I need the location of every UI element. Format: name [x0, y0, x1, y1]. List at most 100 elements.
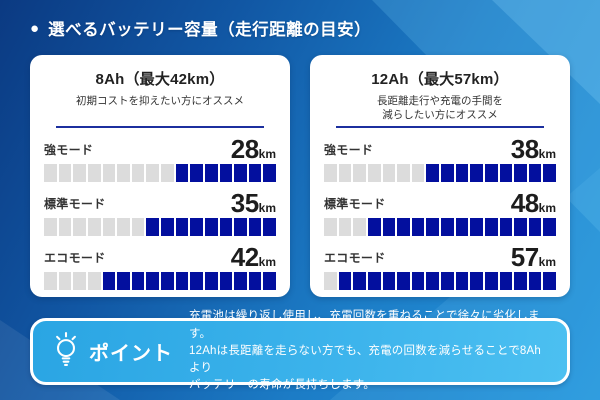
card-subtitle-line: 初期コストを抑えたい方にオススメ — [76, 95, 244, 107]
gauge-segment — [382, 218, 396, 236]
range-gauge — [324, 272, 556, 290]
range-unit: km — [258, 147, 276, 161]
gauge-segment — [484, 272, 498, 290]
gauge-segment — [102, 218, 116, 236]
gauge-segment — [528, 164, 542, 182]
range-value: 38km — [511, 136, 556, 162]
gauge-segment — [353, 218, 366, 236]
gauge-segment — [367, 218, 381, 236]
gauge-segment — [44, 218, 57, 236]
range-value: 35km — [231, 190, 276, 216]
gauge-segment — [190, 272, 203, 290]
gauge-segment — [234, 164, 247, 182]
card-subtitle: 初期コストを抑えたい方にオススメ — [42, 94, 278, 123]
gauge-segment — [87, 272, 101, 290]
gauge-segment — [455, 164, 469, 182]
range-row-strong: 強モード 28km — [42, 136, 278, 182]
range-gauge — [44, 164, 276, 182]
gauge-segment — [484, 164, 498, 182]
gauge-segment — [353, 272, 366, 290]
range-value: 42km — [231, 244, 276, 270]
gauge-segment — [248, 272, 262, 290]
gauge-segment — [146, 272, 159, 290]
mode-label: 標準モード — [44, 197, 106, 211]
gauge-segment — [411, 164, 425, 182]
range-number: 35 — [230, 188, 259, 218]
gauge-segment — [397, 164, 410, 182]
gauge-segment — [248, 218, 262, 236]
gauge-segment — [263, 272, 276, 290]
gauge-segment — [175, 272, 189, 290]
point-text: 充電池は繰り返し使用し、充電回数を重ねることで徐々に劣化します。 12Ahは長距… — [189, 308, 549, 394]
battery-cards: 8Ah（最大42km） 初期コストを抑えたい方にオススメ 強モード 28km 標… — [30, 55, 570, 297]
gauge-segment — [441, 164, 454, 182]
range-gauge — [324, 164, 556, 182]
range-number: 57 — [510, 242, 539, 272]
battery-card-8ah: 8Ah（最大42km） 初期コストを抑えたい方にオススメ 強モード 28km 標… — [30, 55, 290, 297]
point-text-line: 12Ahは長距離を走らない方でも、充電の回数を減らせることで8Ahより — [189, 344, 541, 375]
gauge-segment — [499, 218, 513, 236]
gauge-segment — [117, 272, 130, 290]
gauge-segment — [190, 218, 203, 236]
gauge-segment — [543, 164, 556, 182]
gauge-segment — [87, 218, 101, 236]
gauge-segment — [117, 164, 130, 182]
gauge-segment — [248, 164, 262, 182]
range-value: 28km — [231, 136, 276, 162]
gauge-segment — [87, 164, 101, 182]
gauge-segment — [426, 164, 439, 182]
gauge-segment — [190, 164, 203, 182]
gauge-segment — [234, 272, 247, 290]
page-header: ● 選べるバッテリー容量（走行距離の目安） — [30, 16, 371, 40]
gauge-segment — [543, 272, 556, 290]
gauge-segment — [161, 272, 174, 290]
gauge-segment — [514, 272, 527, 290]
gauge-segment — [234, 218, 247, 236]
gauge-segment — [499, 164, 513, 182]
gauge-segment — [411, 218, 425, 236]
gauge-segment — [219, 218, 233, 236]
card-divider — [56, 126, 264, 128]
gauge-segment — [44, 164, 57, 182]
gauge-segment — [528, 218, 542, 236]
gauge-segment — [484, 218, 498, 236]
gauge-segment — [324, 272, 337, 290]
card-subtitle-line: 長距離走行や充電の手間を — [377, 95, 503, 107]
page-title: 選べるバッテリー容量（走行距離の目安） — [48, 21, 372, 39]
gauge-segment — [263, 218, 276, 236]
gauge-segment — [146, 218, 159, 236]
card-title: 12Ah（最大57km） — [371, 71, 509, 88]
gauge-segment — [367, 272, 381, 290]
gauge-segment — [470, 164, 483, 182]
range-row-standard: 標準モード 48km — [322, 190, 558, 236]
gauge-segment — [499, 272, 513, 290]
gauge-segment — [161, 164, 174, 182]
card-title: 8Ah（最大42km） — [95, 71, 225, 88]
gauge-segment — [204, 218, 218, 236]
gauge-segment — [382, 272, 396, 290]
gauge-segment — [102, 272, 116, 290]
range-unit: km — [538, 255, 556, 269]
gauge-segment — [441, 272, 454, 290]
gauge-segment — [131, 164, 145, 182]
gauge-segment — [426, 272, 439, 290]
gauge-segment — [528, 272, 542, 290]
gauge-segment — [58, 164, 72, 182]
gauge-segment — [367, 164, 381, 182]
range-row-standard: 標準モード 35km — [42, 190, 278, 236]
gauge-segment — [441, 218, 454, 236]
gauge-segment — [426, 218, 439, 236]
gauge-segment — [338, 272, 352, 290]
gauge-segment — [514, 218, 527, 236]
point-label: ポイント — [89, 343, 173, 365]
range-row-eco: エコモード 42km — [42, 244, 278, 290]
range-row-eco: エコモード 57km — [322, 244, 558, 290]
range-row-strong: 強モード 38km — [322, 136, 558, 182]
gauge-segment — [411, 272, 425, 290]
gauge-segment — [117, 218, 130, 236]
mode-label: エコモード — [44, 251, 106, 265]
gauge-segment — [324, 218, 337, 236]
gauge-segment — [219, 272, 233, 290]
gauge-segment — [455, 218, 469, 236]
